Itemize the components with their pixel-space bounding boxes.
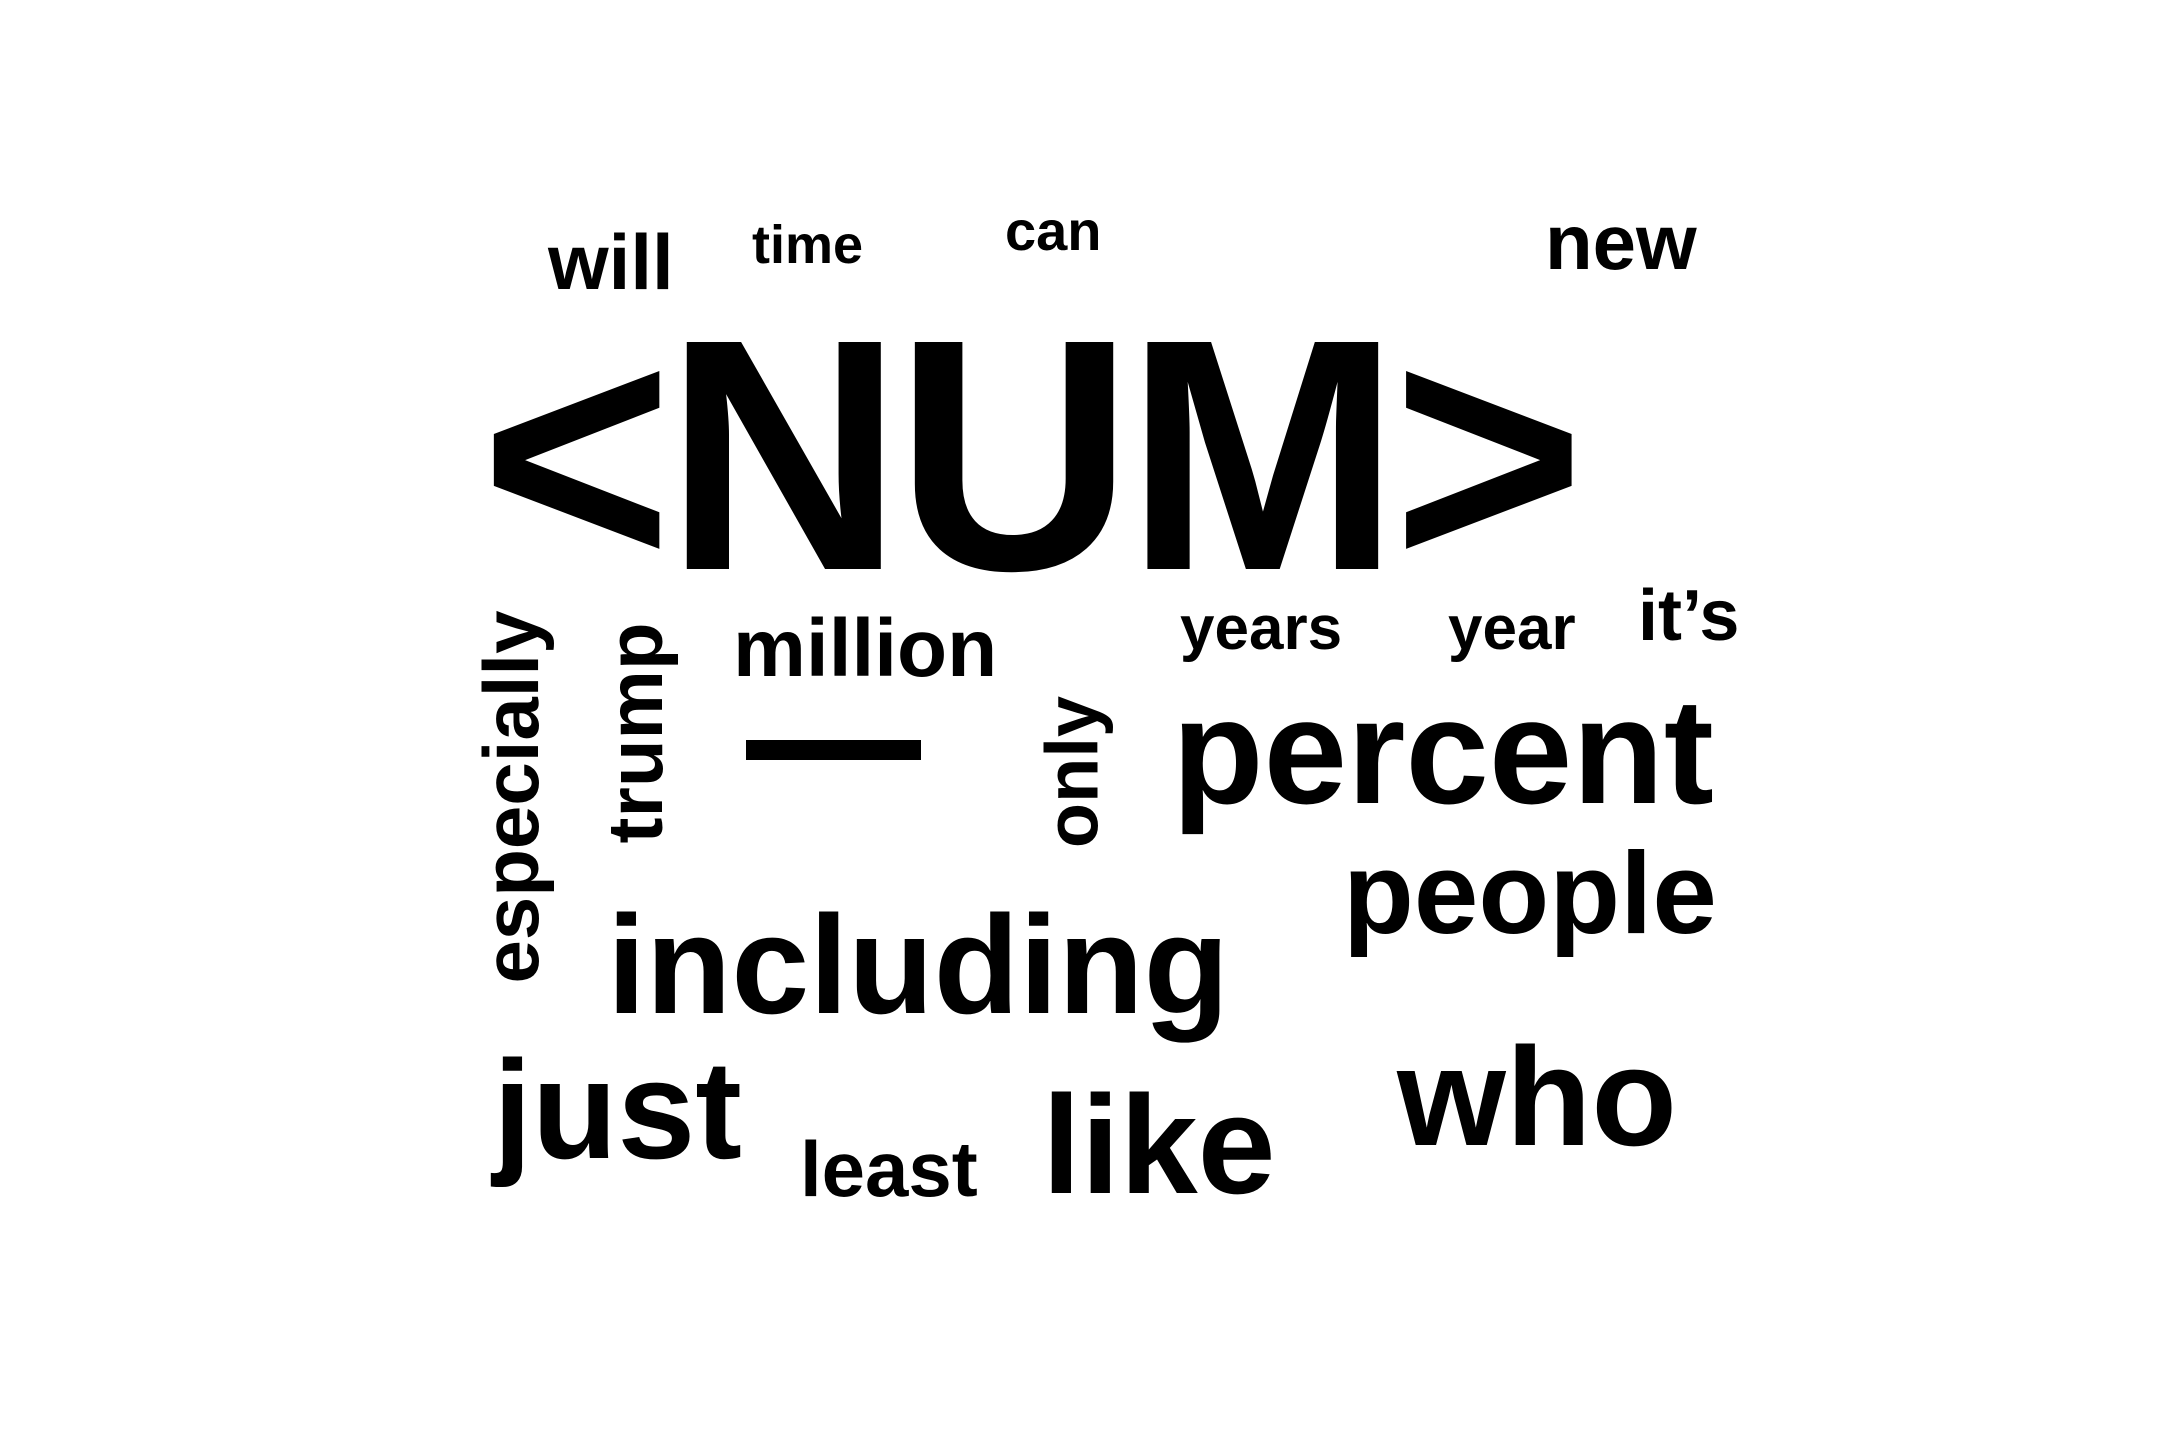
word-num: <NUM> bbox=[480, 270, 1585, 639]
word-its: it’s bbox=[1638, 576, 1740, 656]
word-percent: percent bbox=[1172, 667, 1714, 835]
word-trump: trump bbox=[591, 622, 679, 844]
word-million: million bbox=[733, 603, 998, 694]
word-year: year bbox=[1448, 594, 1576, 663]
word-especially: especially bbox=[467, 610, 555, 984]
word-will: will bbox=[548, 218, 674, 306]
word-dash: — bbox=[746, 740, 921, 760]
word-time: time bbox=[752, 215, 864, 275]
word-like: like bbox=[1042, 1066, 1276, 1223]
word-just: just bbox=[493, 1031, 742, 1188]
word-who: who bbox=[1397, 1018, 1677, 1175]
word-including: including bbox=[607, 886, 1230, 1043]
word-can: can bbox=[1005, 199, 1102, 262]
word-new: new bbox=[1545, 198, 1697, 286]
word-years: years bbox=[1180, 594, 1343, 663]
word-only: only bbox=[1030, 695, 1114, 849]
word-least: least bbox=[800, 1125, 978, 1213]
word-people: people bbox=[1343, 828, 1717, 958]
